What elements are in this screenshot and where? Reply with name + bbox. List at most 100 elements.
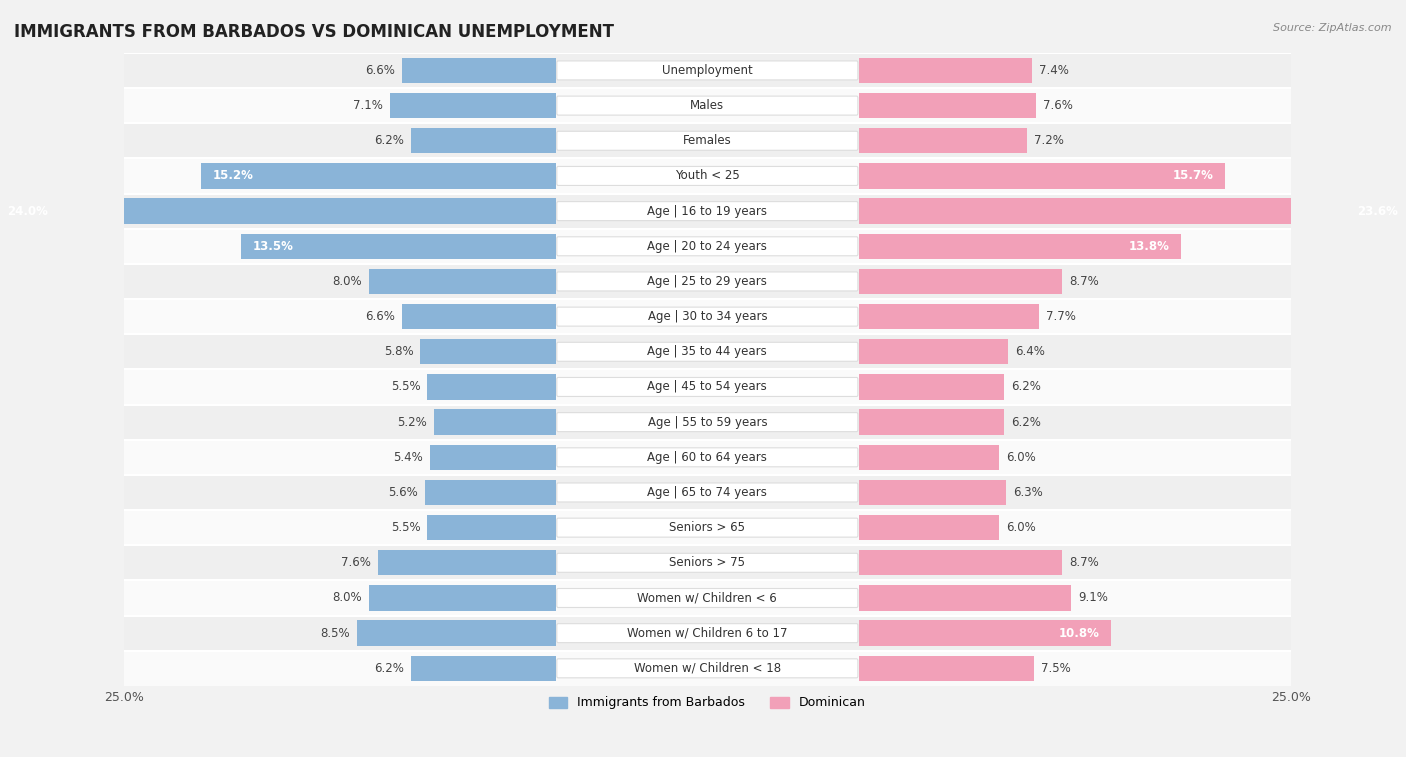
Text: 6.0%: 6.0% — [1007, 521, 1036, 534]
Bar — [124, 299, 1291, 334]
FancyBboxPatch shape — [557, 167, 858, 185]
Bar — [859, 374, 1004, 400]
Bar — [859, 480, 1007, 505]
Text: 9.1%: 9.1% — [1078, 591, 1108, 605]
Text: Seniors > 65: Seniors > 65 — [669, 521, 745, 534]
Bar — [425, 480, 555, 505]
Bar — [124, 123, 1291, 158]
Text: 5.6%: 5.6% — [388, 486, 418, 499]
Bar — [411, 128, 555, 154]
Bar — [427, 515, 555, 540]
Bar — [124, 581, 1291, 615]
Bar — [859, 198, 1406, 224]
Bar — [357, 621, 555, 646]
Text: 5.5%: 5.5% — [391, 381, 420, 394]
Text: Age | 55 to 59 years: Age | 55 to 59 years — [648, 416, 768, 428]
Text: Seniors > 75: Seniors > 75 — [669, 556, 745, 569]
Bar — [124, 404, 1291, 440]
Text: 7.5%: 7.5% — [1040, 662, 1071, 674]
FancyBboxPatch shape — [557, 588, 858, 607]
Text: 5.2%: 5.2% — [398, 416, 427, 428]
Text: 7.6%: 7.6% — [1043, 99, 1073, 112]
FancyBboxPatch shape — [557, 483, 858, 502]
Bar — [240, 234, 555, 259]
Bar — [859, 585, 1071, 611]
Text: Women w/ Children < 6: Women w/ Children < 6 — [637, 591, 778, 605]
Bar — [124, 194, 1291, 229]
FancyBboxPatch shape — [557, 378, 858, 397]
Text: 6.4%: 6.4% — [1015, 345, 1045, 358]
Bar — [859, 656, 1033, 681]
FancyBboxPatch shape — [557, 96, 858, 115]
Text: 6.0%: 6.0% — [1007, 451, 1036, 464]
Bar — [859, 515, 1000, 540]
Text: 6.6%: 6.6% — [364, 310, 395, 323]
FancyBboxPatch shape — [557, 307, 858, 326]
Text: Source: ZipAtlas.com: Source: ZipAtlas.com — [1274, 23, 1392, 33]
Bar — [124, 229, 1291, 264]
Bar — [368, 269, 555, 294]
Text: Age | 20 to 24 years: Age | 20 to 24 years — [647, 240, 768, 253]
Text: Age | 60 to 64 years: Age | 60 to 64 years — [647, 451, 768, 464]
Bar — [430, 444, 555, 470]
FancyBboxPatch shape — [557, 659, 858, 678]
Text: Age | 16 to 19 years: Age | 16 to 19 years — [647, 204, 768, 217]
Text: 6.2%: 6.2% — [1011, 416, 1040, 428]
Bar — [859, 164, 1226, 188]
Text: 13.5%: 13.5% — [252, 240, 294, 253]
Text: Males: Males — [690, 99, 724, 112]
Text: 6.6%: 6.6% — [364, 64, 395, 77]
Text: Women w/ Children < 18: Women w/ Children < 18 — [634, 662, 780, 674]
Bar — [427, 374, 555, 400]
Text: 7.2%: 7.2% — [1033, 134, 1064, 148]
Text: 5.8%: 5.8% — [384, 345, 413, 358]
Bar — [859, 550, 1062, 575]
Text: 7.4%: 7.4% — [1039, 64, 1069, 77]
Bar — [124, 88, 1291, 123]
Bar — [859, 621, 1111, 646]
FancyBboxPatch shape — [557, 624, 858, 643]
Bar — [124, 510, 1291, 545]
Text: Age | 65 to 74 years: Age | 65 to 74 years — [647, 486, 768, 499]
Text: 23.6%: 23.6% — [1357, 204, 1398, 217]
Bar — [859, 444, 1000, 470]
Bar — [124, 264, 1291, 299]
Bar — [420, 339, 555, 364]
Text: Youth < 25: Youth < 25 — [675, 170, 740, 182]
Text: 24.0%: 24.0% — [7, 204, 48, 217]
Bar — [859, 339, 1008, 364]
FancyBboxPatch shape — [557, 131, 858, 151]
Bar — [389, 93, 555, 118]
Bar — [124, 475, 1291, 510]
Text: Unemployment: Unemployment — [662, 64, 752, 77]
Bar — [124, 369, 1291, 404]
FancyBboxPatch shape — [557, 342, 858, 361]
Text: 7.7%: 7.7% — [1046, 310, 1076, 323]
Text: 7.6%: 7.6% — [342, 556, 371, 569]
Text: 5.5%: 5.5% — [391, 521, 420, 534]
Bar — [411, 656, 555, 681]
FancyBboxPatch shape — [557, 413, 858, 431]
FancyBboxPatch shape — [557, 518, 858, 537]
Bar — [124, 440, 1291, 475]
Text: 8.0%: 8.0% — [332, 275, 361, 288]
Bar — [859, 128, 1026, 154]
Text: 6.2%: 6.2% — [1011, 381, 1040, 394]
Bar — [859, 304, 1039, 329]
FancyBboxPatch shape — [557, 61, 858, 80]
Text: 13.8%: 13.8% — [1129, 240, 1170, 253]
Bar — [0, 198, 555, 224]
Bar — [859, 58, 1032, 83]
Text: Age | 45 to 54 years: Age | 45 to 54 years — [648, 381, 768, 394]
Text: 6.2%: 6.2% — [374, 662, 404, 674]
Text: 8.7%: 8.7% — [1069, 556, 1099, 569]
Bar — [859, 410, 1004, 435]
Text: 15.7%: 15.7% — [1173, 170, 1213, 182]
Text: Age | 25 to 29 years: Age | 25 to 29 years — [647, 275, 768, 288]
Text: Females: Females — [683, 134, 731, 148]
Legend: Immigrants from Barbados, Dominican: Immigrants from Barbados, Dominican — [544, 691, 870, 715]
Bar — [368, 585, 555, 611]
FancyBboxPatch shape — [557, 201, 858, 220]
Bar — [402, 58, 555, 83]
Bar — [124, 545, 1291, 581]
